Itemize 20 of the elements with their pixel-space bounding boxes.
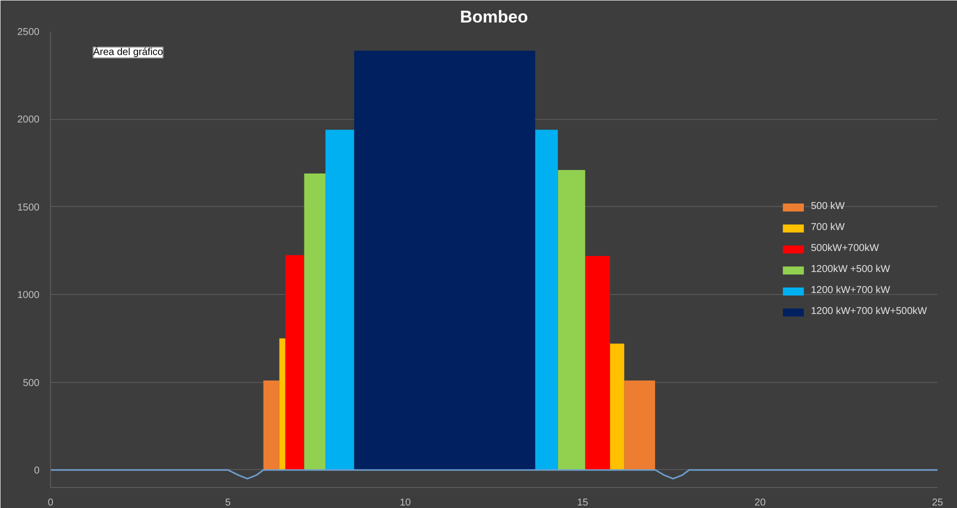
chart-title: Bombeo	[460, 8, 528, 26]
y-tick-label: 1000	[17, 290, 40, 302]
y-tick-label: 2500	[17, 27, 40, 38]
x-tick-label: 15	[577, 498, 589, 508]
annotation: Área del gráfico	[93, 46, 164, 58]
y-tick-label: 0	[34, 465, 40, 476]
legend-label: 1200kW +500 kW	[810, 264, 890, 275]
x-tick-label: 10	[400, 498, 412, 508]
legend-label: 500 kW	[810, 201, 845, 212]
x-tick-label: 20	[754, 498, 766, 508]
y-tick-label: 500	[22, 378, 40, 389]
legend-label: 500kW+700kW	[810, 243, 879, 254]
y-tick-label: 1500	[17, 202, 40, 214]
x-tick-label: 0	[48, 498, 54, 508]
legend-label: 1200 kW+700 kW	[810, 285, 890, 296]
legend-label: 700 kW	[810, 222, 845, 233]
x-tick-label: 5	[225, 498, 232, 508]
legend-label: 1200 kW+700 kW+500kW	[810, 306, 927, 317]
y-tick-label: 2000	[17, 114, 40, 126]
x-tick-label: 25	[932, 498, 944, 508]
